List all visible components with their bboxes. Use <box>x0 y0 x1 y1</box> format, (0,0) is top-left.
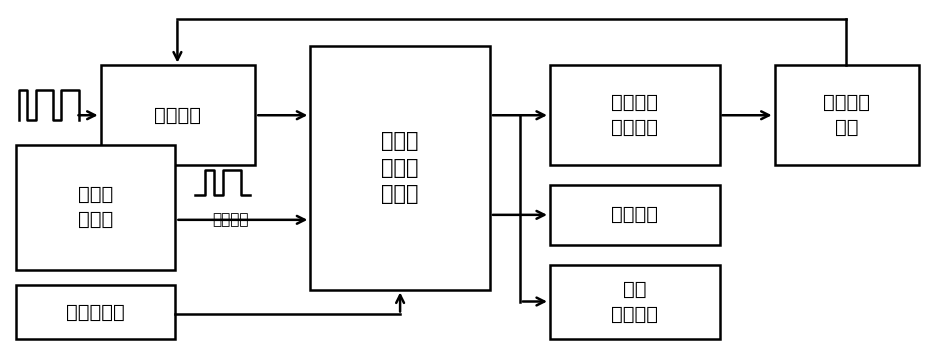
Bar <box>775 65 919 165</box>
Text: 波门输出
时刻控制: 波门输出 时刻控制 <box>611 93 658 137</box>
Text: 波门时序
对时: 波门时序 对时 <box>824 93 870 137</box>
Text: 晶振、计时: 晶振、计时 <box>66 303 124 322</box>
Text: 时间控
制脉冲
识别器: 时间控 制脉冲 识别器 <box>381 131 418 204</box>
Bar <box>100 65 256 165</box>
Text: 绝对时间: 绝对时间 <box>212 212 249 227</box>
Bar <box>549 65 720 165</box>
Bar <box>310 46 490 289</box>
Text: 北斗授
时模块: 北斗授 时模块 <box>78 185 113 229</box>
Text: 编码码型: 编码码型 <box>611 205 658 225</box>
Bar <box>549 185 720 245</box>
Bar <box>16 145 175 270</box>
Text: 识码
状态显示: 识码 状态显示 <box>611 280 658 324</box>
Bar <box>16 285 175 339</box>
Bar <box>549 265 720 339</box>
Text: 脉冲检测: 脉冲检测 <box>154 106 201 125</box>
